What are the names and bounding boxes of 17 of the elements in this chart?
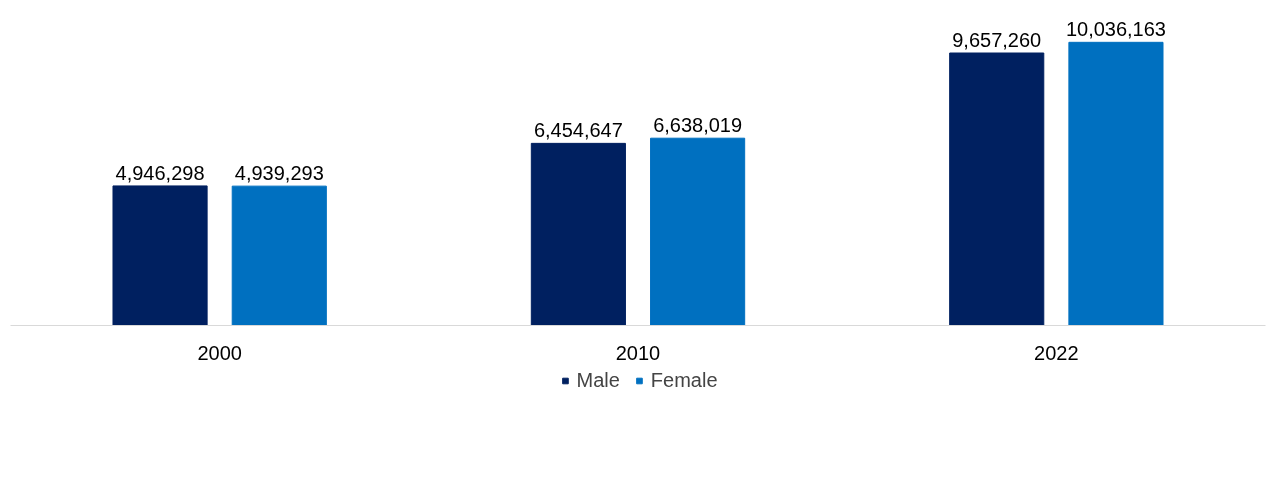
data-label: 4,939,293 (234, 162, 324, 185)
x-tick-label: 2010 (615, 341, 661, 364)
data-label: 9,657,260 (952, 29, 1042, 52)
data-label: 6,638,019 (653, 114, 743, 137)
bar (231, 185, 327, 326)
data-label: 6,454,647 (533, 119, 623, 142)
bar (650, 137, 746, 326)
data-label: 10,036,163 (1065, 18, 1167, 41)
bar (1068, 41, 1164, 326)
bar (949, 52, 1045, 326)
bar (530, 142, 626, 326)
data-label: 4,946,298 (115, 161, 205, 184)
x-tick-label: 2000 (197, 341, 242, 364)
bar (112, 185, 208, 326)
legend-label: Male (576, 368, 620, 392)
legend-label: Female (650, 368, 718, 392)
x-tick-label: 2022 (1034, 341, 1079, 364)
